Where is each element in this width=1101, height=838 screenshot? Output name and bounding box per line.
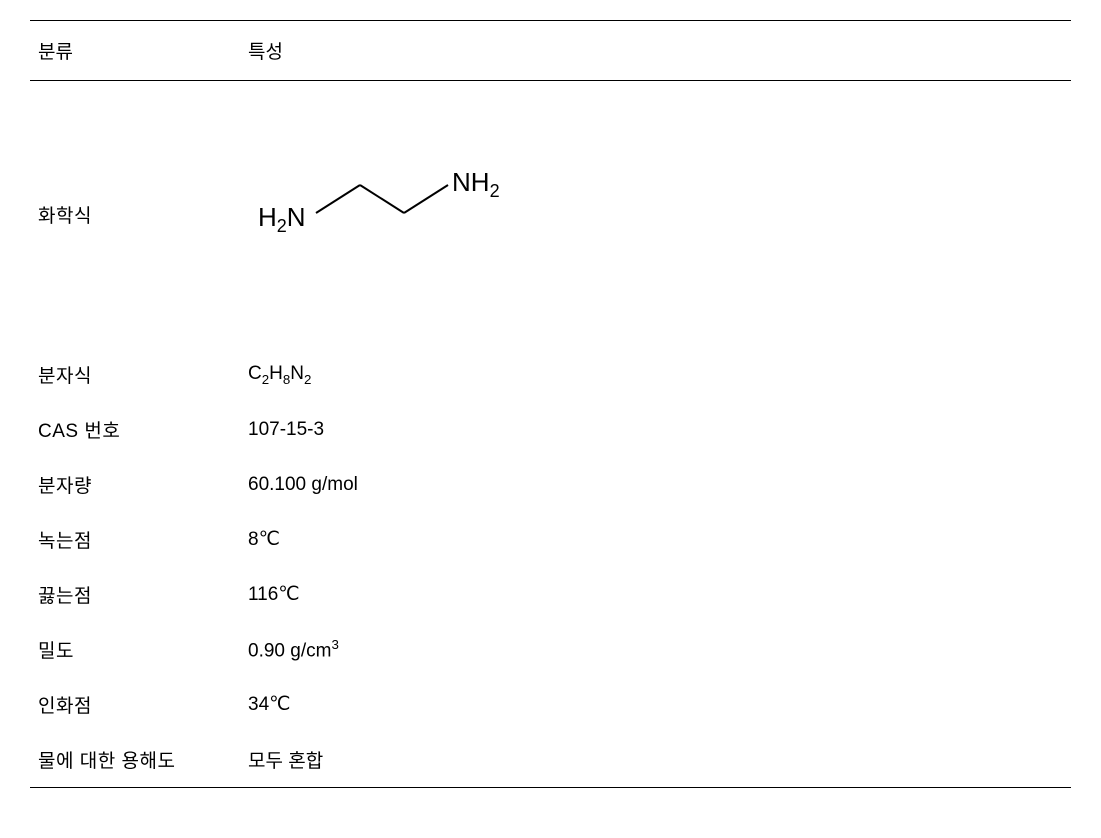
value-density: 0.90 g/cm3 (240, 622, 1071, 677)
row-molecular-formula: 분자식 C2H8N2 (30, 347, 1071, 402)
label-cas-number: CAS 번호 (30, 402, 240, 457)
label-boiling-point: 끓는점 (30, 567, 240, 622)
density-val: 0.90 g/cm (248, 640, 331, 661)
label-molecular-formula: 분자식 (30, 347, 240, 402)
structure-right-sub: 2 (490, 181, 500, 201)
value-melting-point: 8℃ (240, 512, 1071, 567)
bond-1 (316, 185, 360, 213)
header-row: 분류 특성 (30, 21, 1071, 81)
svg-text:NH2: NH2 (452, 167, 500, 201)
label-solubility: 물에 대한 용해도 (30, 732, 240, 788)
label-chemical-formula: 화학식 (30, 81, 240, 348)
header-classification: 분류 (30, 21, 240, 81)
bond-3 (404, 185, 448, 213)
mf-c: C (248, 363, 262, 384)
bond-2 (360, 185, 404, 213)
row-melting-point: 녹는점 8℃ (30, 512, 1071, 567)
chemical-structure-diagram: H2N NH2 (248, 151, 528, 271)
value-boiling-point: 116℃ (240, 567, 1071, 622)
structure-left-n: N (287, 202, 306, 232)
mf-h: H (269, 363, 283, 384)
label-flash-point: 인화점 (30, 677, 240, 732)
row-cas-number: CAS 번호 107-15-3 (30, 402, 1071, 457)
row-density: 밀도 0.90 g/cm3 (30, 622, 1071, 677)
row-molecular-weight: 분자량 60.100 g/mol (30, 457, 1071, 512)
mf-n-sub: 2 (304, 371, 311, 386)
value-molecular-formula: C2H8N2 (240, 347, 1071, 402)
header-property: 특성 (240, 21, 1071, 81)
density-sup: 3 (331, 637, 338, 652)
value-flash-point: 34℃ (240, 677, 1071, 732)
structure-left-h: H (258, 202, 277, 232)
structure-left-sub: 2 (277, 216, 287, 236)
label-melting-point: 녹는점 (30, 512, 240, 567)
row-boiling-point: 끓는점 116℃ (30, 567, 1071, 622)
structure-right-nh: NH (452, 167, 490, 197)
properties-table: 분류 특성 화학식 H2N NH2 분자식 (30, 20, 1071, 788)
label-density: 밀도 (30, 622, 240, 677)
value-cas-number: 107-15-3 (240, 402, 1071, 457)
value-molecular-weight: 60.100 g/mol (240, 457, 1071, 512)
value-chemical-formula: H2N NH2 (240, 81, 1071, 348)
row-chemical-formula: 화학식 H2N NH2 (30, 81, 1071, 348)
row-solubility: 물에 대한 용해도 모두 혼합 (30, 732, 1071, 788)
row-flash-point: 인화점 34℃ (30, 677, 1071, 732)
label-molecular-weight: 분자량 (30, 457, 240, 512)
value-solubility: 모두 혼합 (240, 732, 1071, 788)
mf-n: N (290, 363, 304, 384)
svg-text:H2N: H2N (258, 202, 306, 236)
